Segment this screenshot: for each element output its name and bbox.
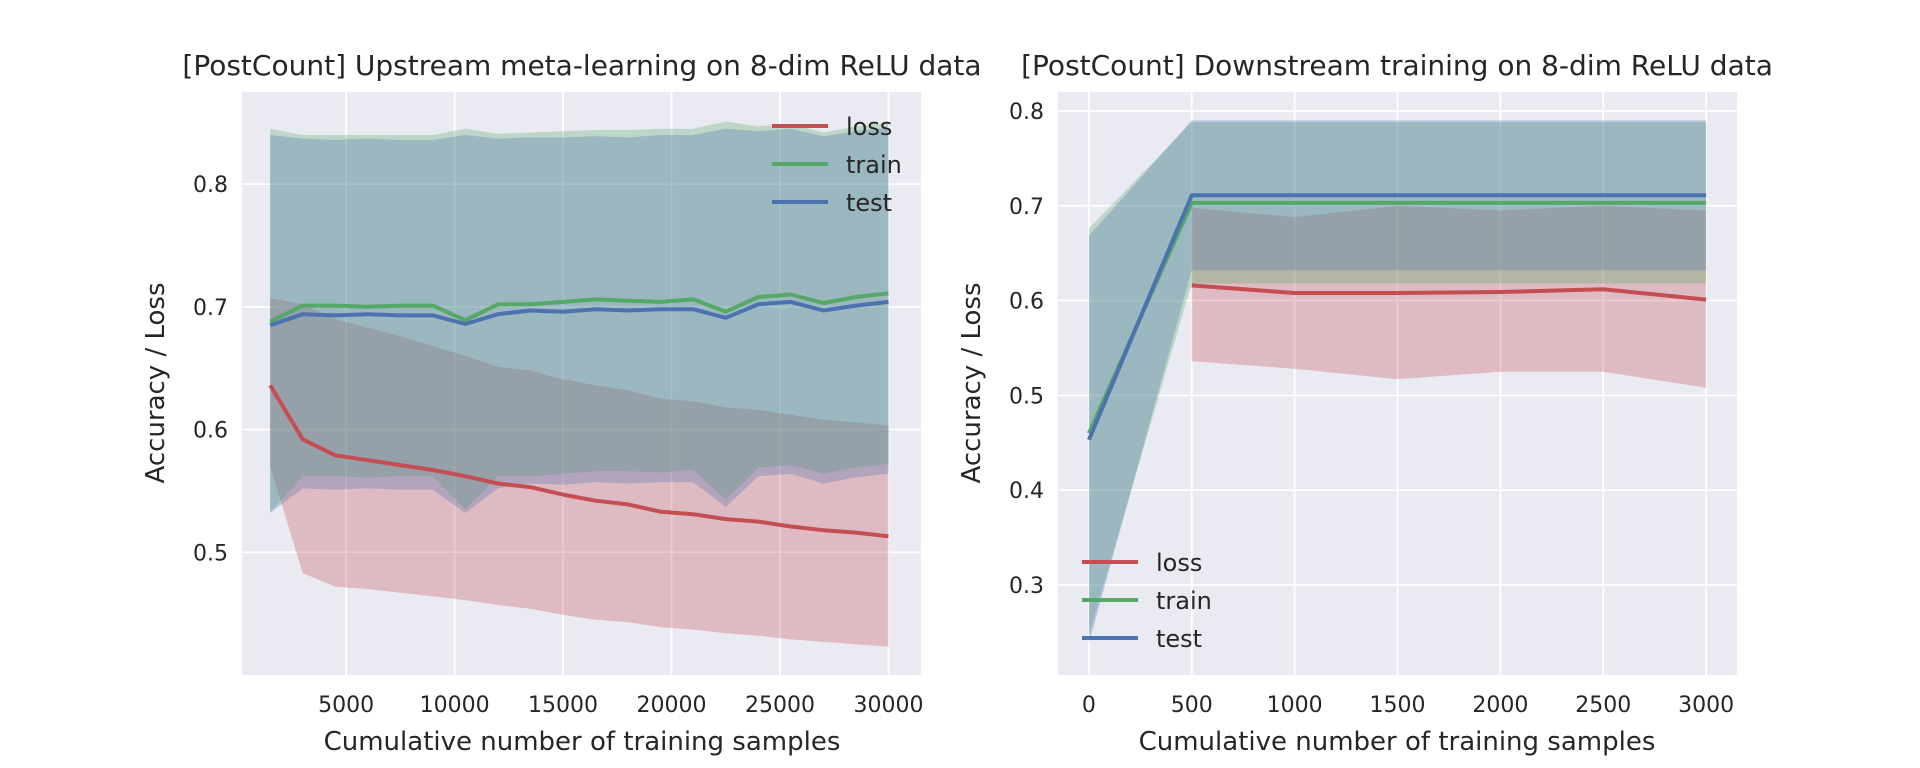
chart-title: [PostCount] Downstream training on 8-dim… [1021, 49, 1773, 82]
loss-band [270, 298, 889, 647]
legend-label-train: train [846, 151, 902, 179]
x-tick-label: 2000 [1472, 693, 1528, 718]
y-tick-label: 0.7 [1009, 195, 1044, 220]
test-line [269, 299, 889, 328]
x-tick-label: 5000 [318, 693, 374, 718]
legend-label-loss: loss [846, 113, 892, 141]
y-tick-label: 0.8 [1009, 100, 1044, 125]
confidence-bands [270, 121, 889, 647]
y-axis-label: Accuracy / Loss [141, 282, 171, 483]
train-band [270, 121, 889, 512]
x-tick-label: 25000 [745, 693, 815, 718]
confidence-bands [1088, 120, 1707, 644]
loss-line [1191, 283, 1707, 302]
x-tick-label: 20000 [637, 693, 707, 718]
x-tick-labels: 0 500 1000 1500 2000 2500 3000 [1082, 693, 1734, 718]
upstream-meta-learning-chart: 5000 10000 15000 20000 25000 30000 0.50.60.70… [141, 49, 982, 757]
plot-area [242, 92, 921, 675]
legend-label-loss: loss [1156, 549, 1202, 577]
downstream-training-chart: 0 500 1000 1500 2000 2500 3000 0.3 0.4 0.5 0.6 0.7… [957, 49, 1773, 757]
test-line [1087, 193, 1707, 441]
train-line [1087, 200, 1707, 435]
loss-band [1191, 205, 1707, 388]
test-band [270, 127, 889, 513]
y-tick-label: 0.7 [193, 296, 228, 321]
legend-label-test: test [846, 189, 892, 217]
series-lines [268, 291, 889, 539]
x-tick-label: 1500 [1370, 693, 1426, 718]
y-tick-label: 0.5 [193, 541, 228, 566]
x-axis-label: Cumulative number of training samples [1139, 727, 1656, 757]
y-tick-labels: 0.3 0.4 0.5 0.6 0.7 0.8 [1009, 100, 1044, 599]
gridlines [1058, 92, 1737, 675]
x-tick-label: 0 [1082, 693, 1096, 718]
y-tick-label: 0.3 [1009, 574, 1044, 599]
x-tick-label: 1000 [1267, 693, 1323, 718]
x-tick-label: 30000 [853, 693, 923, 718]
loss-line [268, 384, 889, 539]
y-tick-label: 0.8 [193, 173, 228, 198]
y-tick-label: 0.6 [193, 419, 228, 444]
x-tick-label: 2500 [1575, 693, 1631, 718]
x-axis-label: Cumulative number of training samples [324, 727, 841, 757]
y-tick-label: 0.5 [1009, 384, 1044, 409]
legend: loss train test [1082, 549, 1212, 653]
x-tick-label: 3000 [1678, 693, 1734, 718]
test-band [1088, 120, 1707, 644]
train-line [269, 291, 889, 324]
x-tick-label: 15000 [528, 693, 598, 718]
legend-label-train: train [1156, 587, 1212, 615]
x-tick-label: 10000 [420, 693, 490, 718]
legend-label-test: test [1156, 625, 1202, 653]
x-tick-labels: 5000 10000 15000 20000 25000 30000 [318, 693, 923, 718]
y-tick-label: 0.6 [1009, 290, 1044, 315]
y-axis-label: Accuracy / Loss [957, 282, 987, 483]
series-lines [1087, 193, 1707, 441]
legend: loss train test [772, 113, 902, 217]
x-tick-label: 500 [1171, 693, 1213, 718]
y-tick-label: 0.4 [1009, 479, 1044, 504]
y-tick-labels: 0.5 0.6 0.7 0.8 [193, 173, 228, 566]
train-band [1088, 122, 1707, 636]
chart-title: [PostCount] Upstream meta-learning on 8-… [182, 49, 981, 82]
